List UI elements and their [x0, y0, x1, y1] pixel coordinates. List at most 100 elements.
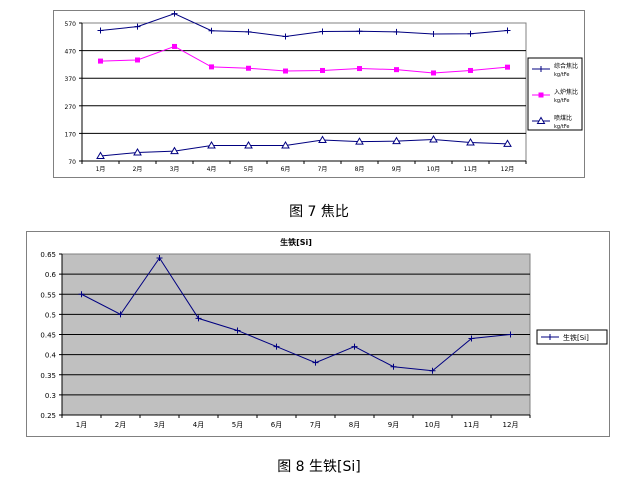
- data-point: [357, 66, 362, 72]
- data-point: [195, 315, 202, 322]
- data-point: [430, 31, 437, 38]
- x-tick-label: 8月: [349, 421, 360, 429]
- chart-title: 生铁[Si]: [280, 237, 312, 247]
- legend-unit: kg/tFe: [554, 98, 569, 104]
- data-point: [468, 335, 475, 342]
- data-point: [234, 327, 241, 334]
- y-tick-label: 0.55: [40, 291, 56, 299]
- data-point: [244, 141, 253, 149]
- data-point: [356, 28, 363, 35]
- legend-label: 入炉焦比: [554, 88, 578, 96]
- data-point: [98, 58, 103, 64]
- data-point: [392, 136, 401, 145]
- legend-label: 生铁[Si]: [563, 333, 589, 342]
- data-point: [97, 27, 104, 34]
- data-point: [394, 67, 399, 73]
- x-tick-label: 3月: [154, 421, 165, 429]
- data-point: [319, 28, 326, 35]
- x-tick-label: 5月: [232, 421, 243, 429]
- silicon-content-chart: 生铁[Si] 0.25 0.3 0.35 0.4 0.45 0.5 0.55 0.6 0.65 1月…: [40, 237, 608, 429]
- legend-unit: kg/tFe: [554, 72, 569, 78]
- chart2-frame: 生铁[Si] 0.25 0.3 0.35 0.4 0.45 0.5 0.55 0.6 0.65 1月…: [26, 231, 610, 437]
- data-point: [283, 68, 288, 74]
- x-tick-label: 4月: [207, 166, 217, 173]
- x-tick-label: 3月: [170, 166, 180, 173]
- x-tick-label: 1月: [76, 421, 87, 429]
- data-point: [282, 33, 289, 40]
- data-point: [390, 363, 397, 370]
- x-tick-label: 9月: [388, 421, 399, 429]
- data-point: [156, 255, 163, 262]
- series-line-3: [100, 138, 508, 157]
- legend-label: 综合焦比: [554, 62, 578, 70]
- y-tick-label: 0.35: [40, 372, 56, 380]
- x-tick-label: 10月: [425, 421, 441, 429]
- x-tick-label: 10月: [427, 166, 441, 173]
- x-tick-label: 2月: [115, 421, 126, 429]
- data-point: [467, 30, 474, 37]
- data-point: [507, 331, 514, 338]
- data-point: [172, 43, 177, 49]
- x-tick-label: 6月: [271, 421, 282, 429]
- chart1-frame: 70 170 270 370 470 570 1月 2月 3月 4月 5月 6月 7月 8月 9月 10月 11…: [53, 10, 585, 178]
- data-point: [504, 27, 511, 34]
- figure7-caption: 图 7 焦比: [289, 204, 349, 220]
- figure8-caption: 图 8 生铁[Si]: [277, 459, 361, 475]
- series-line-2: [100, 45, 508, 74]
- data-point: [207, 141, 216, 149]
- data-point: [96, 151, 105, 160]
- y-tick-label: 570: [65, 21, 77, 28]
- data-point: [78, 291, 85, 298]
- y-tick-label: 70: [68, 159, 76, 166]
- data-point: [320, 67, 325, 73]
- data-point: [351, 343, 358, 350]
- y-tick-label: 0.6: [45, 271, 57, 279]
- data-point: [466, 138, 475, 146]
- data-point: [133, 147, 142, 156]
- plot-area: [81, 22, 527, 162]
- y-tick-label: 0.45: [40, 332, 56, 340]
- data-point: [117, 311, 124, 318]
- data-point: [171, 10, 178, 17]
- data-point: [245, 28, 252, 35]
- y-tick-label: 0.3: [45, 392, 56, 400]
- data-point: [429, 134, 438, 143]
- y-tick-label: 0.4: [45, 352, 57, 360]
- data-point: [135, 57, 140, 63]
- y-tick-label: 470: [65, 49, 77, 56]
- x-tick-label: 5月: [244, 166, 254, 173]
- legend-marker: [538, 92, 544, 98]
- x-tick-label: 9月: [392, 166, 402, 173]
- x-tick-label: 11月: [464, 166, 478, 173]
- series-line-1: [100, 13, 508, 38]
- data-point: [134, 23, 141, 30]
- data-point: [208, 27, 215, 34]
- x-tick-label: 12月: [501, 166, 515, 173]
- x-tick-label: 2月: [133, 166, 143, 173]
- x-tick-label: 11月: [464, 421, 480, 429]
- data-point: [431, 70, 436, 76]
- legend-unit: kg/tFe: [554, 124, 569, 130]
- legend-marker: [536, 116, 546, 124]
- y-tick-label: 0.65: [40, 251, 56, 259]
- data-point: [273, 343, 280, 350]
- data-point: [281, 141, 290, 149]
- data-point: [503, 139, 512, 147]
- data-point: [355, 137, 364, 145]
- data-point: [505, 64, 510, 70]
- x-tick-label: 4月: [193, 421, 204, 429]
- x-tick-label: 1月: [96, 166, 106, 173]
- y-tick-label: 0.5: [45, 311, 56, 319]
- x-tick-label: 6月: [281, 166, 291, 173]
- legend-marker: [547, 334, 553, 340]
- data-point: [429, 367, 436, 374]
- coke-ratio-chart: 70 170 270 370 470 570 1月 2月 3月 4月 5月 6月 7月 8月 9月 10月 11…: [65, 10, 583, 173]
- y-tick-label: 270: [65, 104, 77, 111]
- data-point: [246, 65, 251, 71]
- legend-box: [536, 329, 608, 345]
- y-tick-label: 370: [65, 76, 77, 83]
- y-tick-label: 170: [65, 131, 77, 138]
- x-tick-label: 7月: [310, 421, 321, 429]
- y-tick-label: 0.25: [40, 412, 56, 420]
- series-line-1: [81, 257, 511, 372]
